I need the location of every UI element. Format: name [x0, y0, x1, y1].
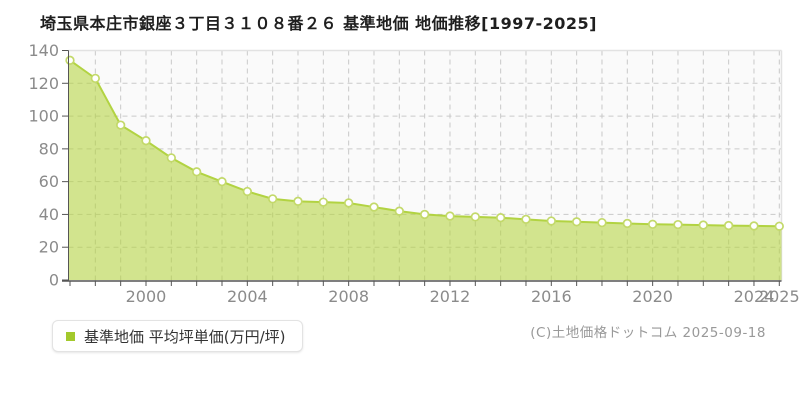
svg-text:2008: 2008	[328, 287, 369, 306]
copyright: (C)土地価格ドットコム 2025-09-18	[530, 325, 766, 341]
svg-text:60: 60	[39, 172, 59, 191]
legend-label: 基準地価 平均坪単価(万円/坪)	[84, 327, 286, 346]
chart-title: 埼玉県本庄市銀座３丁目３１０８番２６ 基準地価 地価推移[1997-2025]	[40, 14, 597, 33]
svg-text:2024: 2024	[734, 287, 775, 306]
legend: 基準地価 平均坪単価(万円/坪)	[52, 320, 303, 352]
svg-text:2025: 2025	[759, 287, 800, 306]
svg-text:2004: 2004	[227, 287, 268, 306]
svg-text:100: 100	[28, 107, 59, 126]
svg-text:40: 40	[39, 205, 59, 224]
svg-text:2020: 2020	[632, 287, 673, 306]
svg-text:2012: 2012	[430, 287, 471, 306]
svg-text:2016: 2016	[531, 287, 572, 306]
svg-text:0: 0	[49, 271, 59, 290]
svg-text:80: 80	[39, 139, 59, 158]
svg-text:2000: 2000	[126, 287, 167, 306]
svg-text:140: 140	[28, 41, 59, 60]
svg-text:120: 120	[28, 74, 59, 93]
legend-marker-icon	[66, 331, 75, 341]
svg-text:20: 20	[39, 238, 59, 257]
